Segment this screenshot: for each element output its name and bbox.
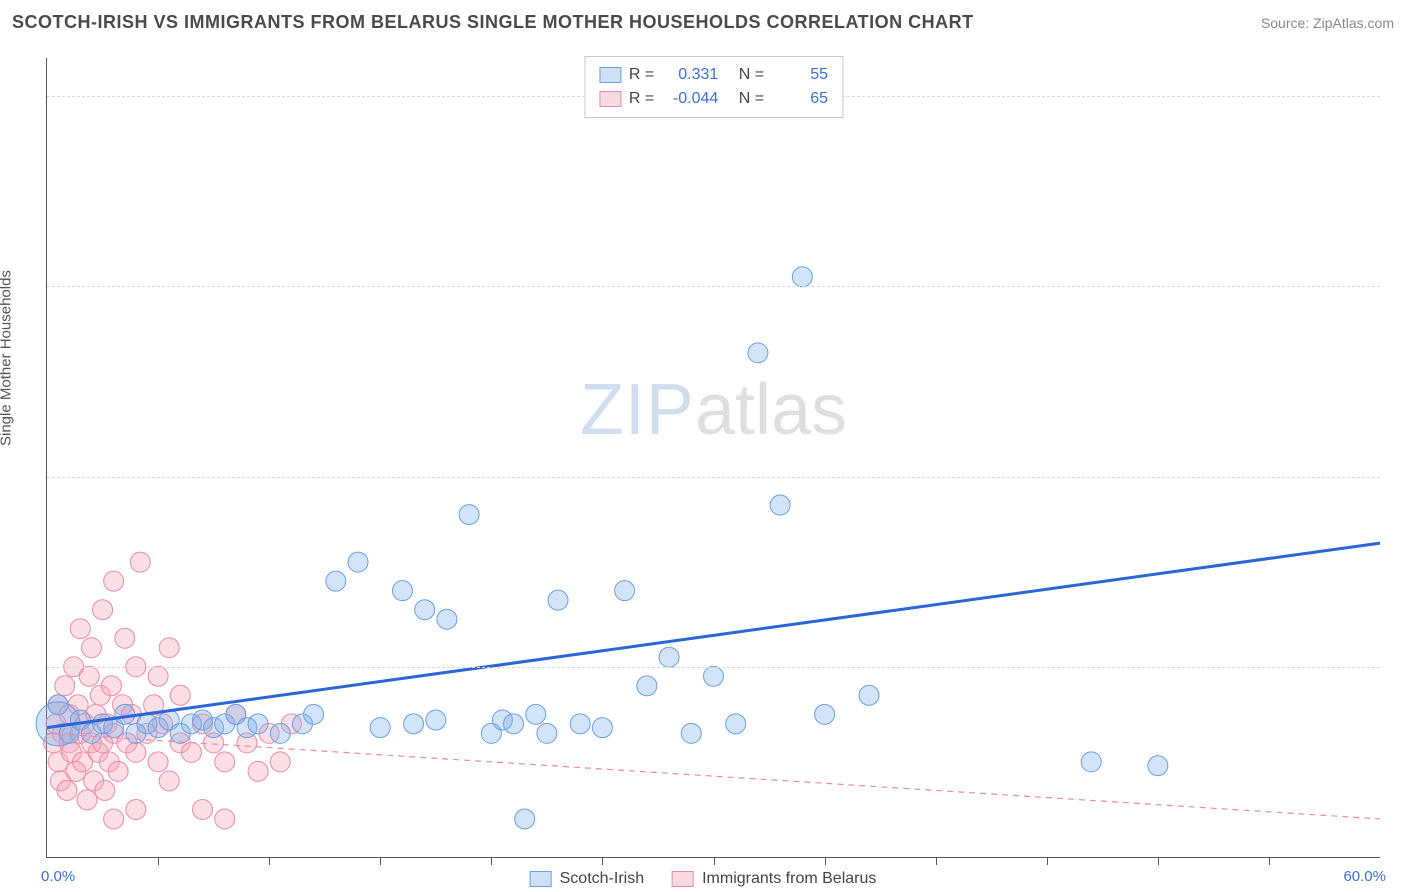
stats-row-pink: R = -0.044 N = 65: [599, 87, 828, 111]
series-legend: Scotch-Irish Immigrants from Belarus: [530, 870, 877, 888]
stats-row-blue: R = 0.331 N = 55: [599, 63, 828, 87]
y-tick-label: 10.0%: [1388, 658, 1406, 675]
x-axis-max-label: 60.0%: [1343, 868, 1386, 885]
y-axis-label: Single Mother Households: [0, 270, 15, 446]
y-tick-label: 30.0%: [1388, 278, 1406, 295]
legend-item-blue: Scotch-Irish: [530, 870, 644, 888]
legend-label-blue: Scotch-Irish: [560, 870, 644, 888]
swatch-blue-icon: [530, 871, 552, 887]
swatch-blue-icon: [599, 67, 621, 83]
chart-title: SCOTCH-IRISH VS IMMIGRANTS FROM BELARUS …: [12, 12, 974, 33]
scatter-svg: [47, 58, 1380, 857]
swatch-pink-icon: [599, 91, 621, 107]
swatch-pink-icon: [672, 871, 694, 887]
y-tick-label: 40.0%: [1388, 88, 1406, 105]
stats-legend: R = 0.331 N = 55 R = -0.044 N = 65: [584, 56, 843, 118]
chart-plot-area: ZIPatlas R = 0.331 N = 55 R = -0.044 N =…: [46, 58, 1380, 858]
y-tick-label: 20.0%: [1388, 468, 1406, 485]
source-attribution: Source: ZipAtlas.com: [1261, 15, 1394, 31]
legend-label-pink: Immigrants from Belarus: [702, 870, 876, 888]
legend-item-pink: Immigrants from Belarus: [672, 870, 876, 888]
x-axis-min-label: 0.0%: [41, 868, 75, 885]
